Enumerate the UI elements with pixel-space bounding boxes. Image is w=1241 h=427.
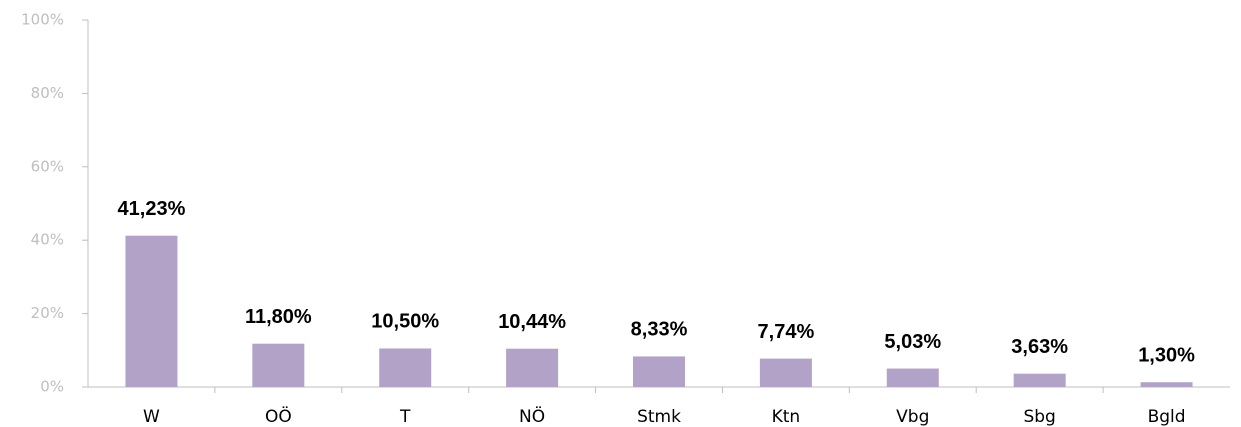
bar bbox=[886, 368, 939, 387]
x-tick-label: T bbox=[399, 407, 411, 427]
x-tick-label: Stmk bbox=[637, 407, 681, 427]
x-tick-label: Bgld bbox=[1148, 407, 1186, 427]
bar bbox=[125, 235, 178, 387]
y-tick-label: 20% bbox=[31, 304, 64, 322]
x-tick-label: OÖ bbox=[265, 405, 292, 427]
bar bbox=[506, 348, 559, 387]
value-label: 10,44% bbox=[498, 311, 566, 333]
value-label: 7,74% bbox=[758, 321, 815, 343]
value-label: 41,23% bbox=[118, 198, 186, 220]
y-tick-label: 80% bbox=[31, 84, 64, 102]
x-tick-label: Ktn bbox=[772, 407, 801, 427]
bar bbox=[379, 348, 432, 387]
bar bbox=[759, 358, 812, 387]
value-label: 1,30% bbox=[1138, 345, 1195, 367]
x-tick-label: NÖ bbox=[519, 405, 545, 427]
bar bbox=[633, 356, 685, 387]
value-label: 11,80% bbox=[245, 306, 312, 328]
y-tick-label: 0% bbox=[40, 378, 64, 396]
value-label: 3,63% bbox=[1011, 336, 1068, 358]
value-label: 5,03% bbox=[884, 331, 941, 353]
bar bbox=[252, 343, 305, 387]
y-tick-label: 100% bbox=[21, 11, 64, 29]
bar bbox=[1140, 382, 1193, 387]
value-label: 10,50% bbox=[371, 311, 439, 333]
x-tick-label: Vbg bbox=[896, 407, 929, 427]
y-tick-label: 60% bbox=[31, 157, 64, 175]
value-label: 8,33% bbox=[631, 319, 688, 341]
y-tick-label: 40% bbox=[31, 231, 64, 249]
x-tick-label: Sbg bbox=[1023, 407, 1055, 427]
bar bbox=[1013, 373, 1066, 387]
x-tick-label: W bbox=[143, 407, 160, 427]
